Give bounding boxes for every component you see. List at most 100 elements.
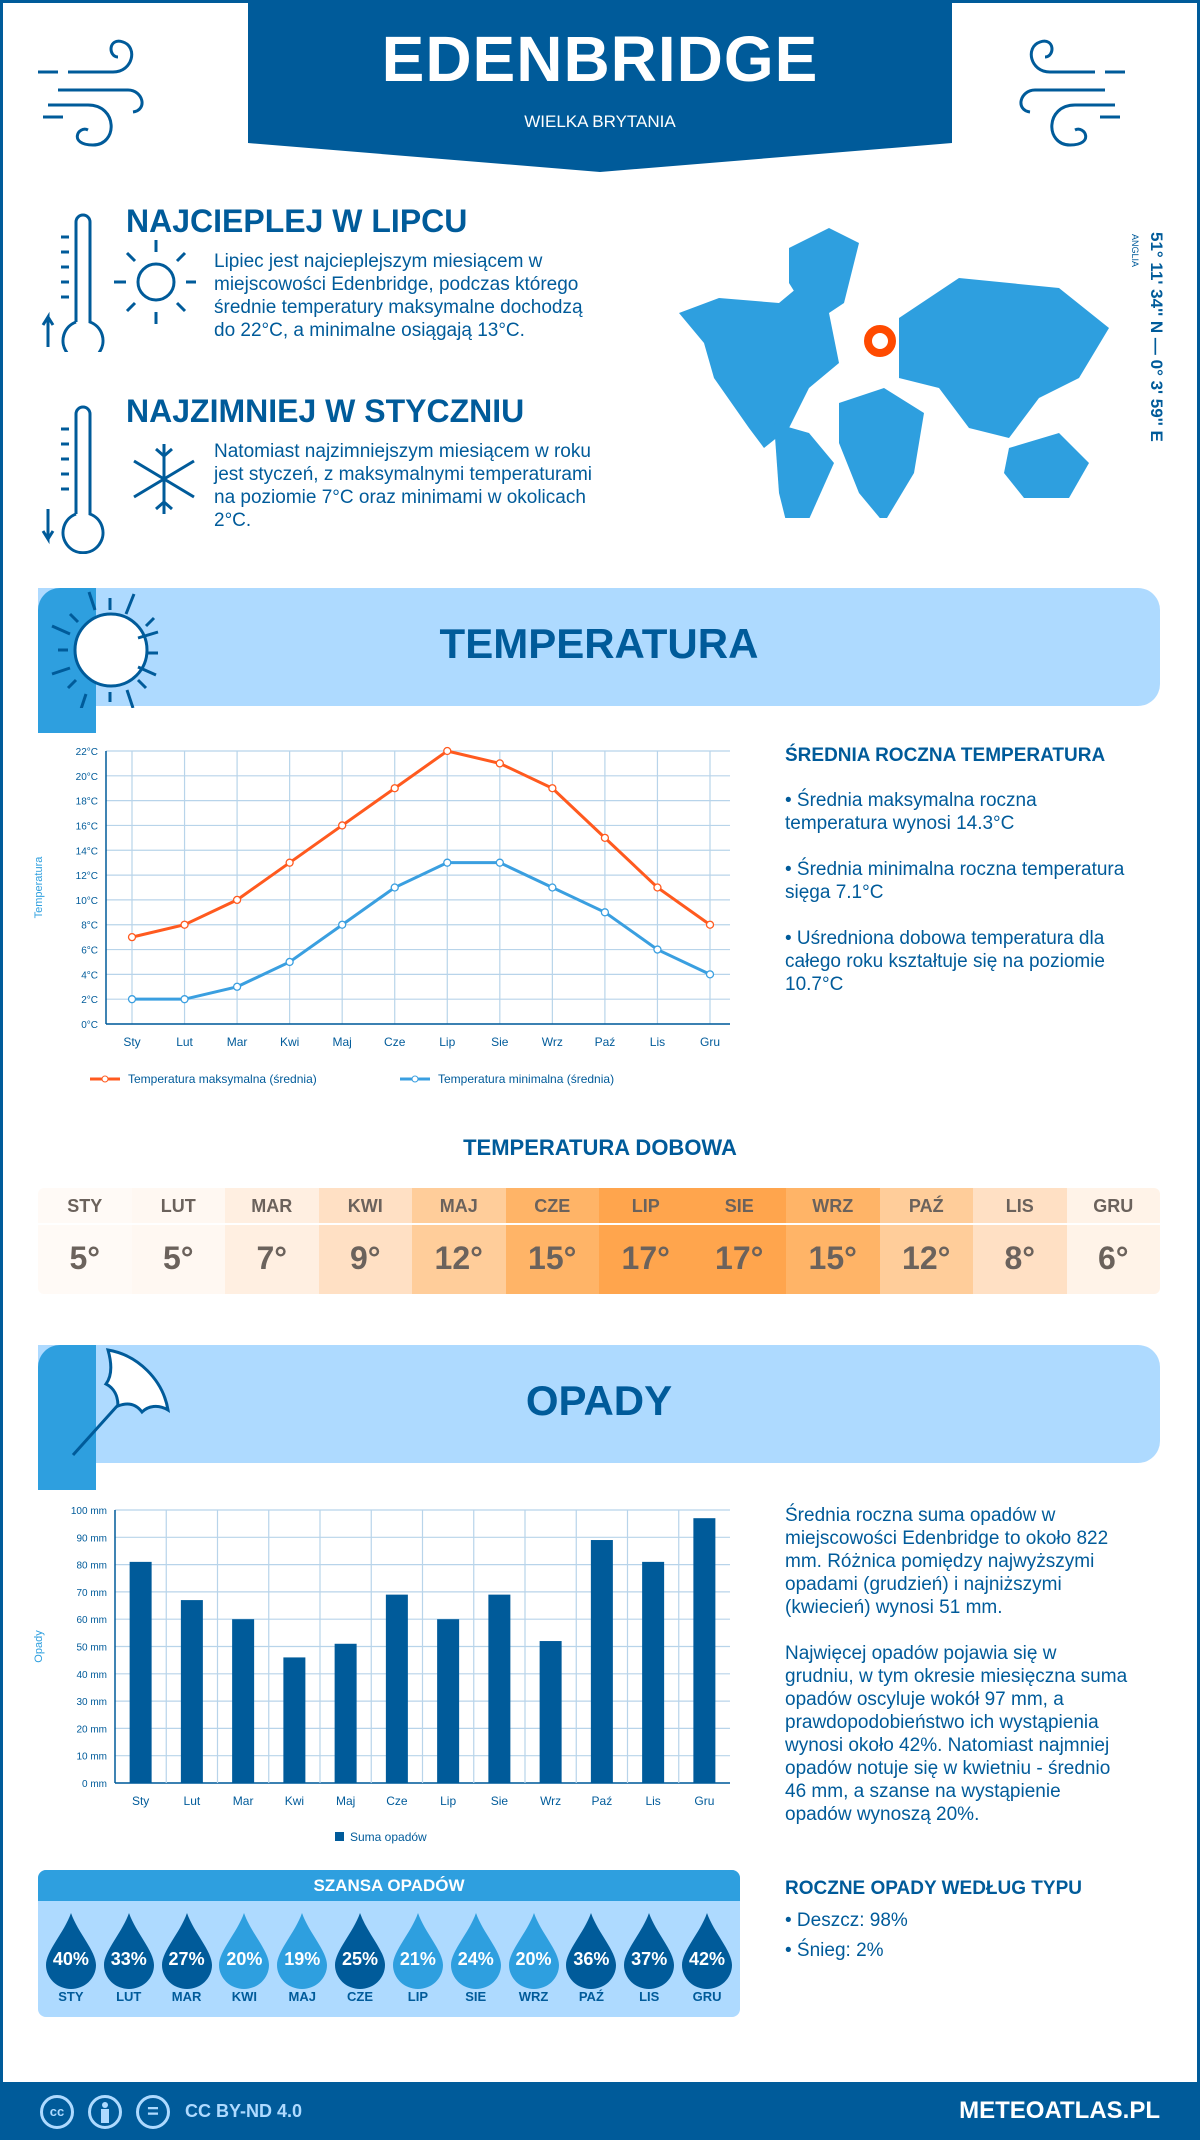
page-title: EDENBRIDGE (381, 23, 819, 95)
cc-icon: cc (40, 2095, 74, 2129)
legend-label: Temperatura minimalna (średnia) (438, 1072, 614, 1086)
text-line: sięga 7.1°C (785, 882, 884, 903)
x-tick-label: Gru (700, 1035, 720, 1049)
data-point (285, 858, 294, 867)
wind-icon-left (38, 39, 144, 147)
text-line: Średnia roczna suma opadów w (785, 1505, 1056, 1526)
x-tick-label: Maj (336, 1794, 355, 1808)
bar (334, 1643, 357, 1783)
y-tick-label: 10°C (76, 896, 98, 907)
x-tick-label: Lut (184, 1794, 201, 1808)
daily-column: PAŹ 12° (879, 1188, 973, 1294)
raindrop-icon (335, 1913, 386, 1989)
precip-chance-drop: 19% MAJ (273, 1901, 331, 2017)
x-tick-label: Lis (645, 1794, 660, 1808)
daily-temperature-table: STY 5° LUT 5° MAR 7° KWI 9° MAJ 12° CZE 15° LIP 17° SI… (38, 1188, 1160, 1294)
temp-summary-bullets: • Średnia maksymalna roczna temperatura w… (785, 789, 1185, 996)
text-line: grudniu, w tym okresie miesięczna suma (785, 1666, 1128, 1687)
data-point (495, 858, 504, 867)
month-label: WRZ (518, 1989, 549, 2004)
chance-value: 20% (515, 1949, 552, 1969)
daily-column: CZE 15° (505, 1188, 599, 1294)
month-label: LIP (407, 1989, 428, 2004)
precip-chance-drop: 24% SIE (447, 1901, 505, 2017)
precip-summary-column: Średnia roczna suma opadów w miejscowości… (785, 1504, 1190, 1966)
month-label: SIE (465, 1989, 487, 2004)
x-tick-label: Lut (176, 1035, 193, 1049)
umbrella-icon (71, 1348, 171, 1457)
y-tick-label: 0°C (81, 1020, 98, 1031)
y-axis-label: Opady (33, 1630, 45, 1663)
data-point (653, 945, 662, 954)
text-line: Lipiec jest najcieplejszym miesiącem w (214, 251, 543, 272)
precip-summary: Średnia roczna suma opadów w miejscowości… (785, 1504, 1185, 1826)
month-label: CZE (347, 1989, 374, 2004)
bar (437, 1619, 460, 1783)
text-line: do 22°C, a minimalne osiągają 13°C. (214, 320, 525, 341)
raindrop-icon (450, 1913, 501, 1989)
precip-chance-panel: SZANSA OPADÓW 40% STY 33% LUT 27% MAR 20% KWI 19… (38, 1870, 740, 2017)
data-point (338, 821, 347, 830)
temp-value: 6° (1097, 1240, 1129, 1276)
temp-value: 15° (808, 1240, 857, 1276)
y-tick-label: 22°C (76, 747, 98, 758)
bar (590, 1540, 613, 1783)
data-point (548, 784, 557, 793)
y-tick-label: 90 mm (76, 1533, 107, 1544)
x-tick-label: Lip (440, 1794, 456, 1808)
section-title: TEMPERATURA (439, 620, 759, 667)
month-label: LIS (639, 1989, 660, 2004)
bar (129, 1561, 152, 1783)
text-line: jest styczeń, z maksymalnymi temperatura… (214, 464, 592, 485)
wind-icon-right (1019, 39, 1125, 147)
temperature-chart: 0°C 2°C 4°C 6°C 8°C 10°C 12°C 14°C 16°C 18°C 20°C 2… (33, 746, 730, 1086)
temp-summary: ŚREDNIA ROCZNA TEMPERATURA • Średnia mak… (785, 745, 1190, 996)
month-label: STY (38, 1188, 132, 1225)
precip-chance-drop: 21% LIP (389, 1901, 447, 2017)
chance-value: 25% (342, 1949, 379, 1969)
chance-value: 40% (52, 1949, 89, 1969)
month-label: KWI (318, 1188, 412, 1225)
raindrop-icon (566, 1913, 617, 1989)
data-point (705, 920, 715, 929)
data-point (127, 932, 137, 942)
daily-column: SIE 17° (692, 1188, 786, 1294)
data-point (600, 833, 610, 843)
legend-marker (411, 1075, 419, 1083)
month-label: LUT (116, 1989, 142, 2004)
x-tick-label: Sie (491, 1794, 509, 1808)
x-tick-label: Paź (592, 1794, 613, 1808)
text-line: miejscowości Edenbridge, podczas którego (214, 274, 579, 295)
raindrop-icon (103, 1913, 154, 1989)
data-point (443, 858, 452, 867)
y-tick-label: 6°C (81, 946, 98, 957)
x-tick-label: Sie (491, 1035, 509, 1049)
legend-label: Temperatura maksymalna (średnia) (128, 1072, 317, 1086)
precip-chance-drop: 42% GRU (678, 1901, 736, 2017)
raindrop-icon (161, 1913, 212, 1989)
precipitation-banner: OPADY (38, 1345, 1160, 1490)
precip-chance-drop: 20% WRZ (505, 1901, 563, 2017)
daily-column: KWI 9° (318, 1188, 412, 1294)
temp-value: 17° (715, 1240, 764, 1276)
raindrop-icon (219, 1913, 270, 1989)
precip-type-list: • Deszcz: 98% • Śnieg: 2% (785, 1906, 1185, 1966)
bar (693, 1518, 716, 1783)
data-point (285, 957, 294, 967)
month-label: MAJ (288, 1989, 316, 2004)
x-tick-label: Cze (386, 1794, 408, 1808)
coldest-heading: NAJZIMNIEJ W STYCZNIU (126, 393, 525, 429)
y-tick-label: 10 mm (76, 1752, 107, 1763)
month-label: STY (58, 1989, 84, 2004)
raindrop-icon (624, 1913, 675, 1989)
month-label: MAJ (412, 1188, 506, 1225)
precip-chance-drops: 40% STY 33% LUT 27% MAR 20% KWI 19% MAJ 25% CZE 21% L… (38, 1901, 740, 2017)
precipitation-chart: 0 mm 10 mm 20 mm 30 mm 40 mm 50 mm 60 mm 70 mm 8… (33, 1506, 730, 1844)
footer: cc = CC BY-ND 4.0 METEOATLAS.PL (0, 2082, 1200, 2140)
temp-value: 12° (902, 1240, 951, 1276)
text-line: • Średnia minimalna roczna temperatura (785, 859, 1125, 880)
precip-chance-drop: 25% CZE (331, 1901, 389, 2017)
month-label: MAR (171, 1989, 202, 2004)
section-title: OPADY (525, 1377, 673, 1424)
x-tick-label: Maj (333, 1035, 352, 1049)
